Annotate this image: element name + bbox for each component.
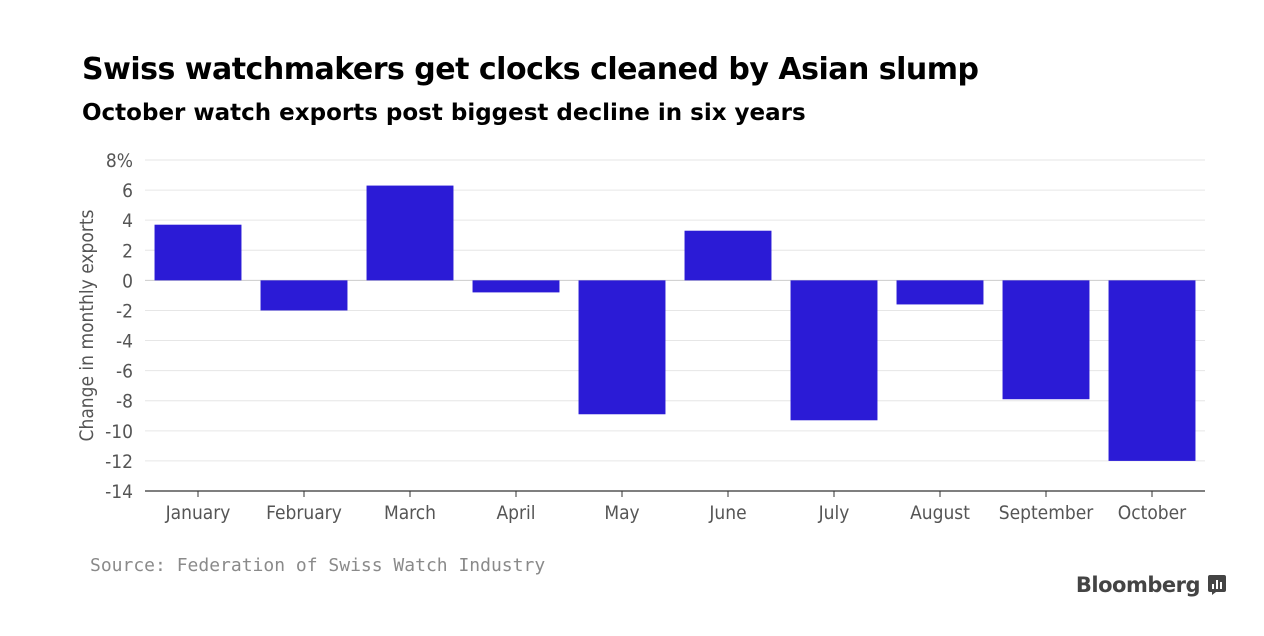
x-tick-label: January bbox=[165, 502, 231, 524]
chart-subtitle: October watch exports post biggest decli… bbox=[82, 100, 806, 126]
bar-september bbox=[1002, 280, 1090, 400]
x-tick-label: March bbox=[384, 502, 436, 524]
y-tick-label: -10 bbox=[105, 421, 133, 443]
y-tick-label: 2 bbox=[122, 240, 133, 262]
x-tick-label: August bbox=[910, 502, 970, 524]
x-tick-label: May bbox=[604, 502, 639, 524]
y-tick-label: -2 bbox=[116, 300, 133, 322]
y-tick-label: 6 bbox=[122, 180, 133, 202]
brand-name: Bloomberg bbox=[1075, 573, 1201, 597]
y-axis-label: Change in monthly exports bbox=[76, 209, 98, 441]
x-tick-label: September bbox=[999, 502, 1094, 524]
source-note: Source: Federation of Swiss Watch Indust… bbox=[90, 555, 546, 576]
y-tick-label: -14 bbox=[105, 481, 133, 503]
bar-april bbox=[472, 280, 560, 293]
y-tick-label: -8 bbox=[116, 391, 133, 413]
x-tick-label: June bbox=[708, 502, 746, 524]
bar-july bbox=[790, 280, 878, 421]
bar-may bbox=[578, 280, 666, 415]
y-tick-label: 0 bbox=[122, 270, 133, 292]
bar-august bbox=[896, 280, 984, 305]
bar-february bbox=[260, 280, 348, 311]
chart-title: Swiss watchmakers get clocks cleaned by … bbox=[82, 52, 979, 87]
x-tick-label: July bbox=[818, 502, 850, 524]
x-tick-label: April bbox=[496, 502, 535, 524]
brand-logo: Bloomberg bbox=[1076, 573, 1226, 597]
y-tick-label: 4 bbox=[122, 210, 133, 232]
bar-march bbox=[366, 185, 454, 281]
bar-january bbox=[154, 224, 242, 281]
x-tick-label: February bbox=[266, 502, 342, 524]
bar-october bbox=[1108, 280, 1196, 461]
y-tick-label: -4 bbox=[116, 331, 133, 353]
y-tick-label: -12 bbox=[105, 451, 133, 473]
bloomberg-terminal-icon bbox=[1208, 575, 1226, 595]
y-tick-label: -6 bbox=[116, 361, 133, 383]
x-tick-label: October bbox=[1118, 502, 1187, 524]
bar-june bbox=[684, 230, 772, 281]
y-tick-label: 8% bbox=[106, 150, 133, 172]
